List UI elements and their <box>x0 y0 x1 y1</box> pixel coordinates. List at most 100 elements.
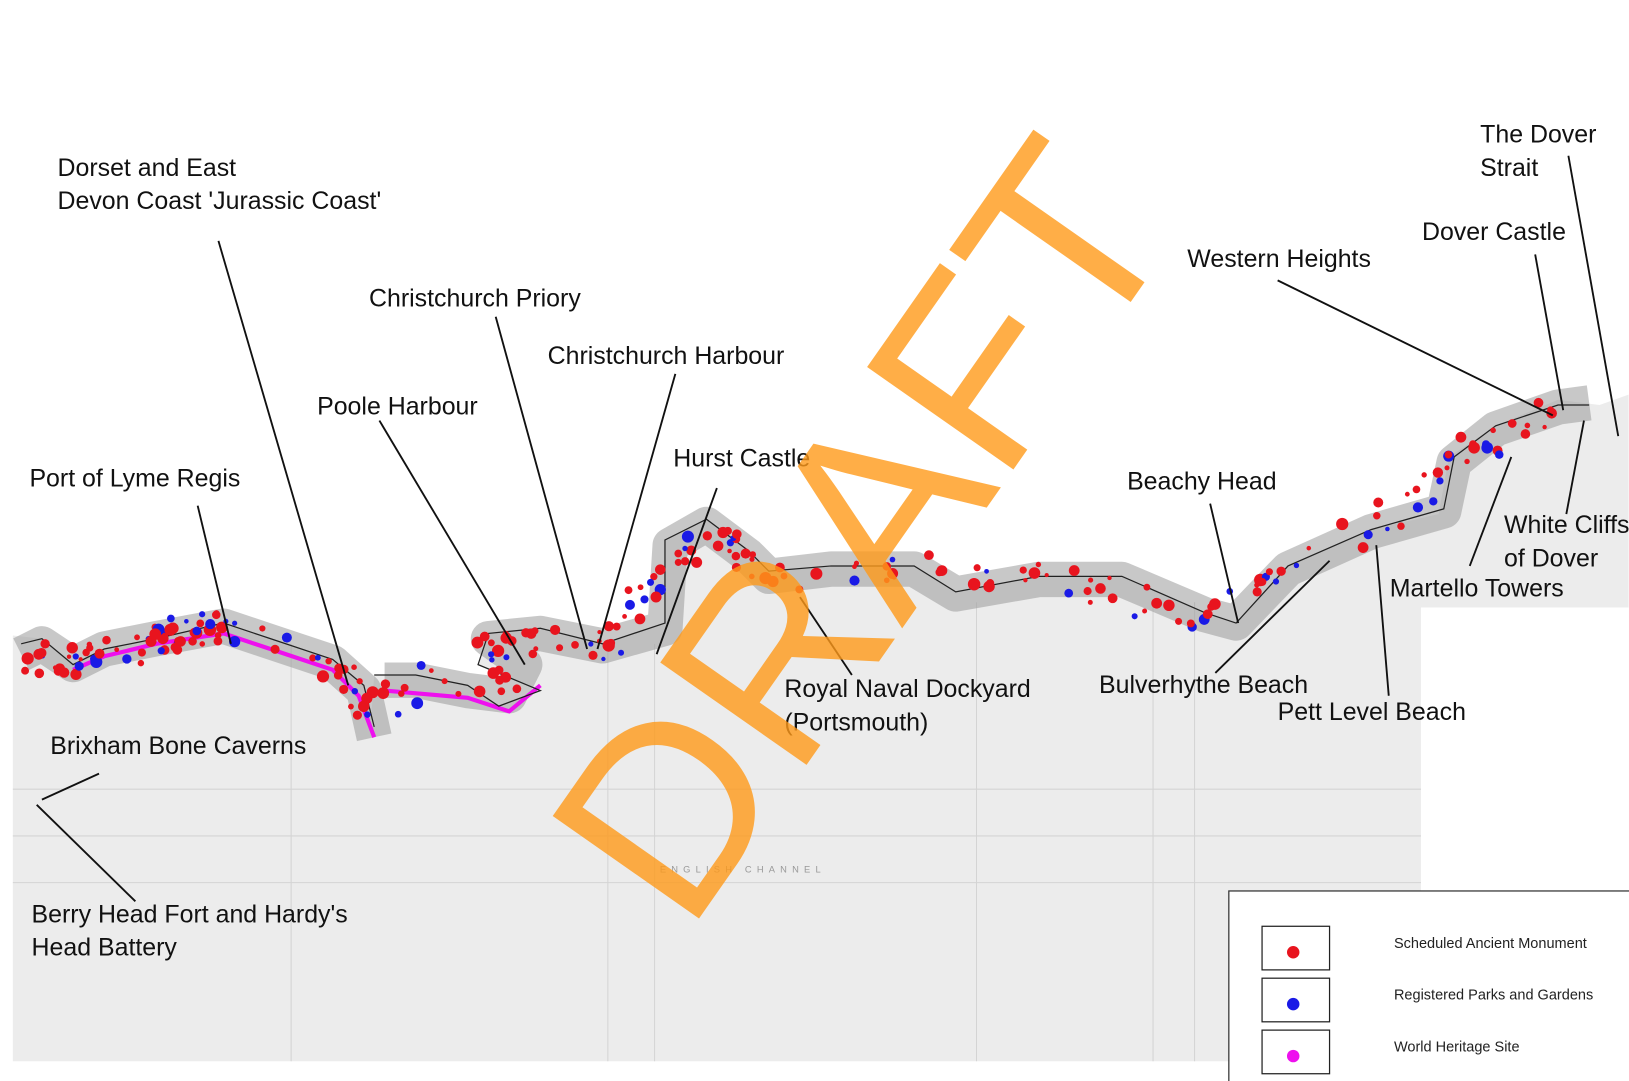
legend-swatch <box>1286 946 1300 959</box>
site-dot <box>232 620 238 626</box>
site-dot <box>571 641 579 649</box>
site-dot <box>213 610 220 616</box>
site-dot <box>167 614 175 623</box>
site-dot <box>400 683 409 692</box>
site-dot <box>810 567 823 580</box>
site-dot <box>1357 542 1369 553</box>
site-dot <box>479 631 490 642</box>
site-dot <box>473 685 486 698</box>
site-dot <box>1083 587 1092 596</box>
site-dot <box>731 562 741 572</box>
site-dot <box>66 654 72 659</box>
site-dot <box>214 632 222 639</box>
site-dot <box>1404 491 1410 497</box>
site-dot <box>134 634 140 641</box>
site-dot <box>1068 565 1080 576</box>
site-dot <box>973 564 981 572</box>
site-dot <box>984 568 989 574</box>
site-dot <box>654 564 666 575</box>
place-label: Brixham Bone Caverns <box>50 732 306 760</box>
site-dot <box>441 678 448 685</box>
site-dot <box>612 622 621 631</box>
site-dot <box>358 700 370 713</box>
site-dot <box>122 654 132 664</box>
site-dot <box>314 654 321 661</box>
site-dot <box>887 568 899 580</box>
site-dot <box>1252 587 1262 597</box>
site-dot <box>1131 613 1138 620</box>
site-dot <box>640 595 649 604</box>
site-dot <box>1363 530 1373 540</box>
site-dot <box>21 666 30 675</box>
place-label: Dorset and East <box>57 154 236 182</box>
site-dot <box>550 624 561 635</box>
place-label: (Portsmouth) <box>784 708 928 736</box>
site-dot <box>494 665 504 675</box>
site-dot <box>1436 477 1444 485</box>
place-label: White Cliffs <box>1504 511 1629 539</box>
site-dot <box>364 711 371 718</box>
site-dot <box>681 530 694 543</box>
place-label: The Dover <box>1480 121 1596 149</box>
site-dot <box>749 551 757 558</box>
place-label: Beachy Head <box>1127 467 1277 495</box>
place-label: Pett Level Beach <box>1278 698 1466 726</box>
site-dot <box>889 556 896 563</box>
site-dot <box>398 690 405 697</box>
site-dot <box>380 679 391 689</box>
site-dot <box>114 647 120 653</box>
site-dot <box>1142 608 1148 614</box>
site-dot <box>1373 512 1381 520</box>
site-dot <box>1432 467 1444 478</box>
site-dot <box>1107 593 1118 604</box>
site-dot <box>316 670 330 683</box>
site-dot <box>33 648 45 660</box>
place-label: Christchurch Harbour <box>548 342 785 370</box>
leader-line <box>36 804 137 903</box>
site-dot <box>196 619 205 628</box>
site-dot <box>1175 617 1183 625</box>
site-dot <box>351 664 357 670</box>
site-dot <box>624 586 633 595</box>
site-dot <box>1019 566 1027 574</box>
site-dot <box>1143 583 1151 591</box>
site-dot <box>521 628 531 638</box>
site-dot <box>727 548 732 554</box>
site-dot <box>1481 441 1494 454</box>
site-dot <box>775 562 785 573</box>
site-dot <box>66 642 78 654</box>
site-dot <box>588 641 594 647</box>
site-dot <box>588 650 598 660</box>
site-dot <box>394 710 402 718</box>
site-dot <box>1444 465 1450 471</box>
site-dot <box>556 644 564 652</box>
place-label: Devon Coast 'Jurassic Coast' <box>57 187 381 215</box>
site-dot <box>199 611 206 618</box>
site-dot <box>512 684 522 694</box>
site-dot <box>495 675 505 685</box>
site-dot <box>1044 573 1049 578</box>
site-dot <box>491 644 505 658</box>
place-label: Head Battery <box>32 934 178 962</box>
site-dot <box>1272 578 1280 585</box>
leader-line <box>41 772 100 801</box>
site-dot <box>795 585 804 594</box>
site-dot <box>205 619 216 630</box>
site-dot <box>1151 597 1163 609</box>
labels: Dorset and East Devon Coast 'Jurassic Coa… <box>29 121 1629 962</box>
site-dot <box>650 573 658 581</box>
leader-line <box>1468 456 1513 567</box>
site-dot <box>1397 522 1405 530</box>
sea <box>12 394 1629 1062</box>
site-dot <box>650 591 662 603</box>
site-dot <box>351 687 359 695</box>
site-dot <box>597 630 602 635</box>
site-dot <box>883 577 890 584</box>
leader-line <box>217 240 350 686</box>
site-dot <box>1524 422 1531 429</box>
site-dot <box>1258 577 1267 586</box>
site-dot <box>309 654 317 662</box>
site-dot <box>167 622 179 634</box>
leader-line <box>1277 279 1554 417</box>
site-dot <box>682 545 688 552</box>
